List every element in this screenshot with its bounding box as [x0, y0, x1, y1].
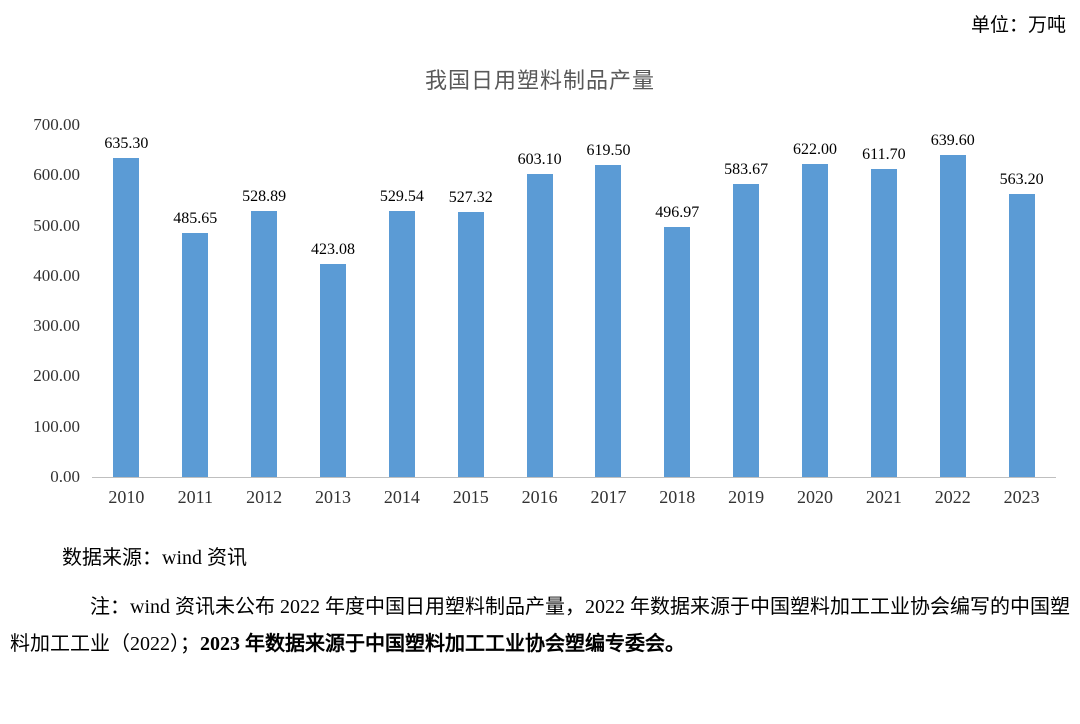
bar-value-label: 635.30	[104, 134, 149, 152]
bar-value-label: 529.54	[379, 187, 424, 205]
bar	[595, 165, 622, 477]
x-axis-label: 2013	[315, 487, 351, 507]
x-axis-label: 2023	[1003, 487, 1040, 507]
bar-column: 423.08	[299, 125, 368, 477]
y-tick-label: 600.00	[33, 165, 80, 185]
y-tick-label: 300.00	[33, 316, 80, 336]
bar	[802, 164, 829, 477]
x-axis-label: 2014	[383, 487, 420, 507]
bar-value-label: 527.32	[448, 188, 493, 206]
note-paragraph: 注：wind 资讯未公布 2022 年度中国日用塑料制品产量，2022 年数据来…	[10, 589, 1070, 663]
bar-value-label: 563.20	[999, 170, 1044, 188]
unit-label: 单位：万吨	[970, 15, 1066, 36]
bar	[939, 155, 966, 477]
bar-value-label: 583.67	[724, 160, 769, 178]
x-axis-label: 2015	[452, 487, 489, 507]
bar-chart: 我国日用塑料制品产量 700.00 600.00 500.00 400.00 300.0…	[10, 63, 1070, 508]
y-axis: 700.00 600.00 500.00 400.00 300.00 200.00 100.…	[10, 115, 92, 486]
bar	[733, 183, 760, 477]
chart-body: 700.00 600.00 500.00 400.00 300.00 200.00 100.…	[10, 115, 1070, 508]
x-axis-label: 2016	[521, 487, 558, 507]
bar-value-label: 496.97	[655, 204, 700, 222]
bar	[870, 169, 897, 477]
bar-value-label: 639.60	[930, 132, 975, 150]
bar-column: 619.50	[574, 125, 643, 477]
bar-value-label: 528.89	[242, 188, 287, 206]
y-tick-label: 100.00	[33, 416, 80, 436]
bar-column: 563.20	[987, 125, 1056, 477]
x-axis-label: 2021	[865, 487, 902, 507]
bar-column: 528.89	[230, 125, 299, 477]
bar-column: 635.30	[92, 125, 161, 477]
bar-value-label: 611.70	[862, 146, 906, 164]
bar	[113, 157, 140, 477]
bar-column: 611.70	[849, 125, 918, 477]
bar-column: 639.60	[918, 125, 987, 477]
bar-column: 583.67	[712, 125, 781, 477]
chart-title: 我国日用塑料制品产量	[424, 68, 655, 93]
y-tick-label: 400.00	[33, 265, 80, 285]
bar-column: 496.97	[643, 125, 712, 477]
x-axis-label: 2019	[728, 487, 765, 507]
bar	[251, 211, 278, 477]
bar	[320, 264, 346, 477]
note-bold-text: 2023 年数据来源于中国塑料加工工业协会塑编专委会。	[200, 633, 685, 655]
y-tick-label: 500.00	[33, 215, 80, 235]
bar-column: 622.00	[781, 125, 850, 477]
y-tick-label: 0.00	[50, 467, 80, 486]
data-source-line: 数据来源：wind 资讯	[62, 547, 247, 569]
x-axis: 2010 2011 2012 2013 2014 2015 2016 2017 2018 2019…	[92, 478, 1056, 508]
footer-text-block: 数据来源：wind 资讯 注：wind 资讯未公布 2022 年度中国日用塑料制…	[10, 540, 1070, 663]
bar	[457, 211, 484, 477]
bar	[664, 227, 691, 477]
note-normal-text: 注：wind 资讯未公布 2022 年度中国日用塑料制品产量，2022 年数据来…	[10, 596, 1070, 655]
x-axis-label: 2020	[797, 487, 834, 507]
bar	[1008, 193, 1035, 477]
x-axis-label: 2017	[590, 487, 627, 507]
plot-wrap: 635.30 485.65 528.89 423.08 529.54 527.32 603.…	[92, 125, 1070, 508]
bar-value-label: 485.65	[173, 209, 218, 227]
x-axis-label: 2010	[108, 487, 145, 507]
x-axis-label: 2018	[659, 487, 696, 507]
y-tick-label: 200.00	[33, 366, 80, 386]
y-tick-label: 700.00	[33, 115, 80, 134]
bar-value-label: 423.08	[311, 241, 355, 259]
plot-area: 635.30 485.65 528.89 423.08 529.54 527.32 603.…	[92, 125, 1056, 478]
x-axis-label: 2011	[177, 487, 213, 507]
bar-column: 527.32	[436, 125, 505, 477]
bar-column: 485.65	[161, 125, 230, 477]
x-axis-label: 2022	[934, 487, 971, 507]
bar-column: 529.54	[367, 125, 436, 477]
bar	[526, 173, 553, 477]
x-axis-label: 2012	[246, 487, 283, 507]
bar-value-label: 619.50	[586, 142, 631, 160]
bar-column: 603.10	[505, 125, 574, 477]
bar-value-label: 622.00	[793, 141, 838, 159]
bar-value-label: 603.10	[517, 150, 562, 168]
bar	[388, 210, 415, 477]
bar	[182, 232, 209, 477]
